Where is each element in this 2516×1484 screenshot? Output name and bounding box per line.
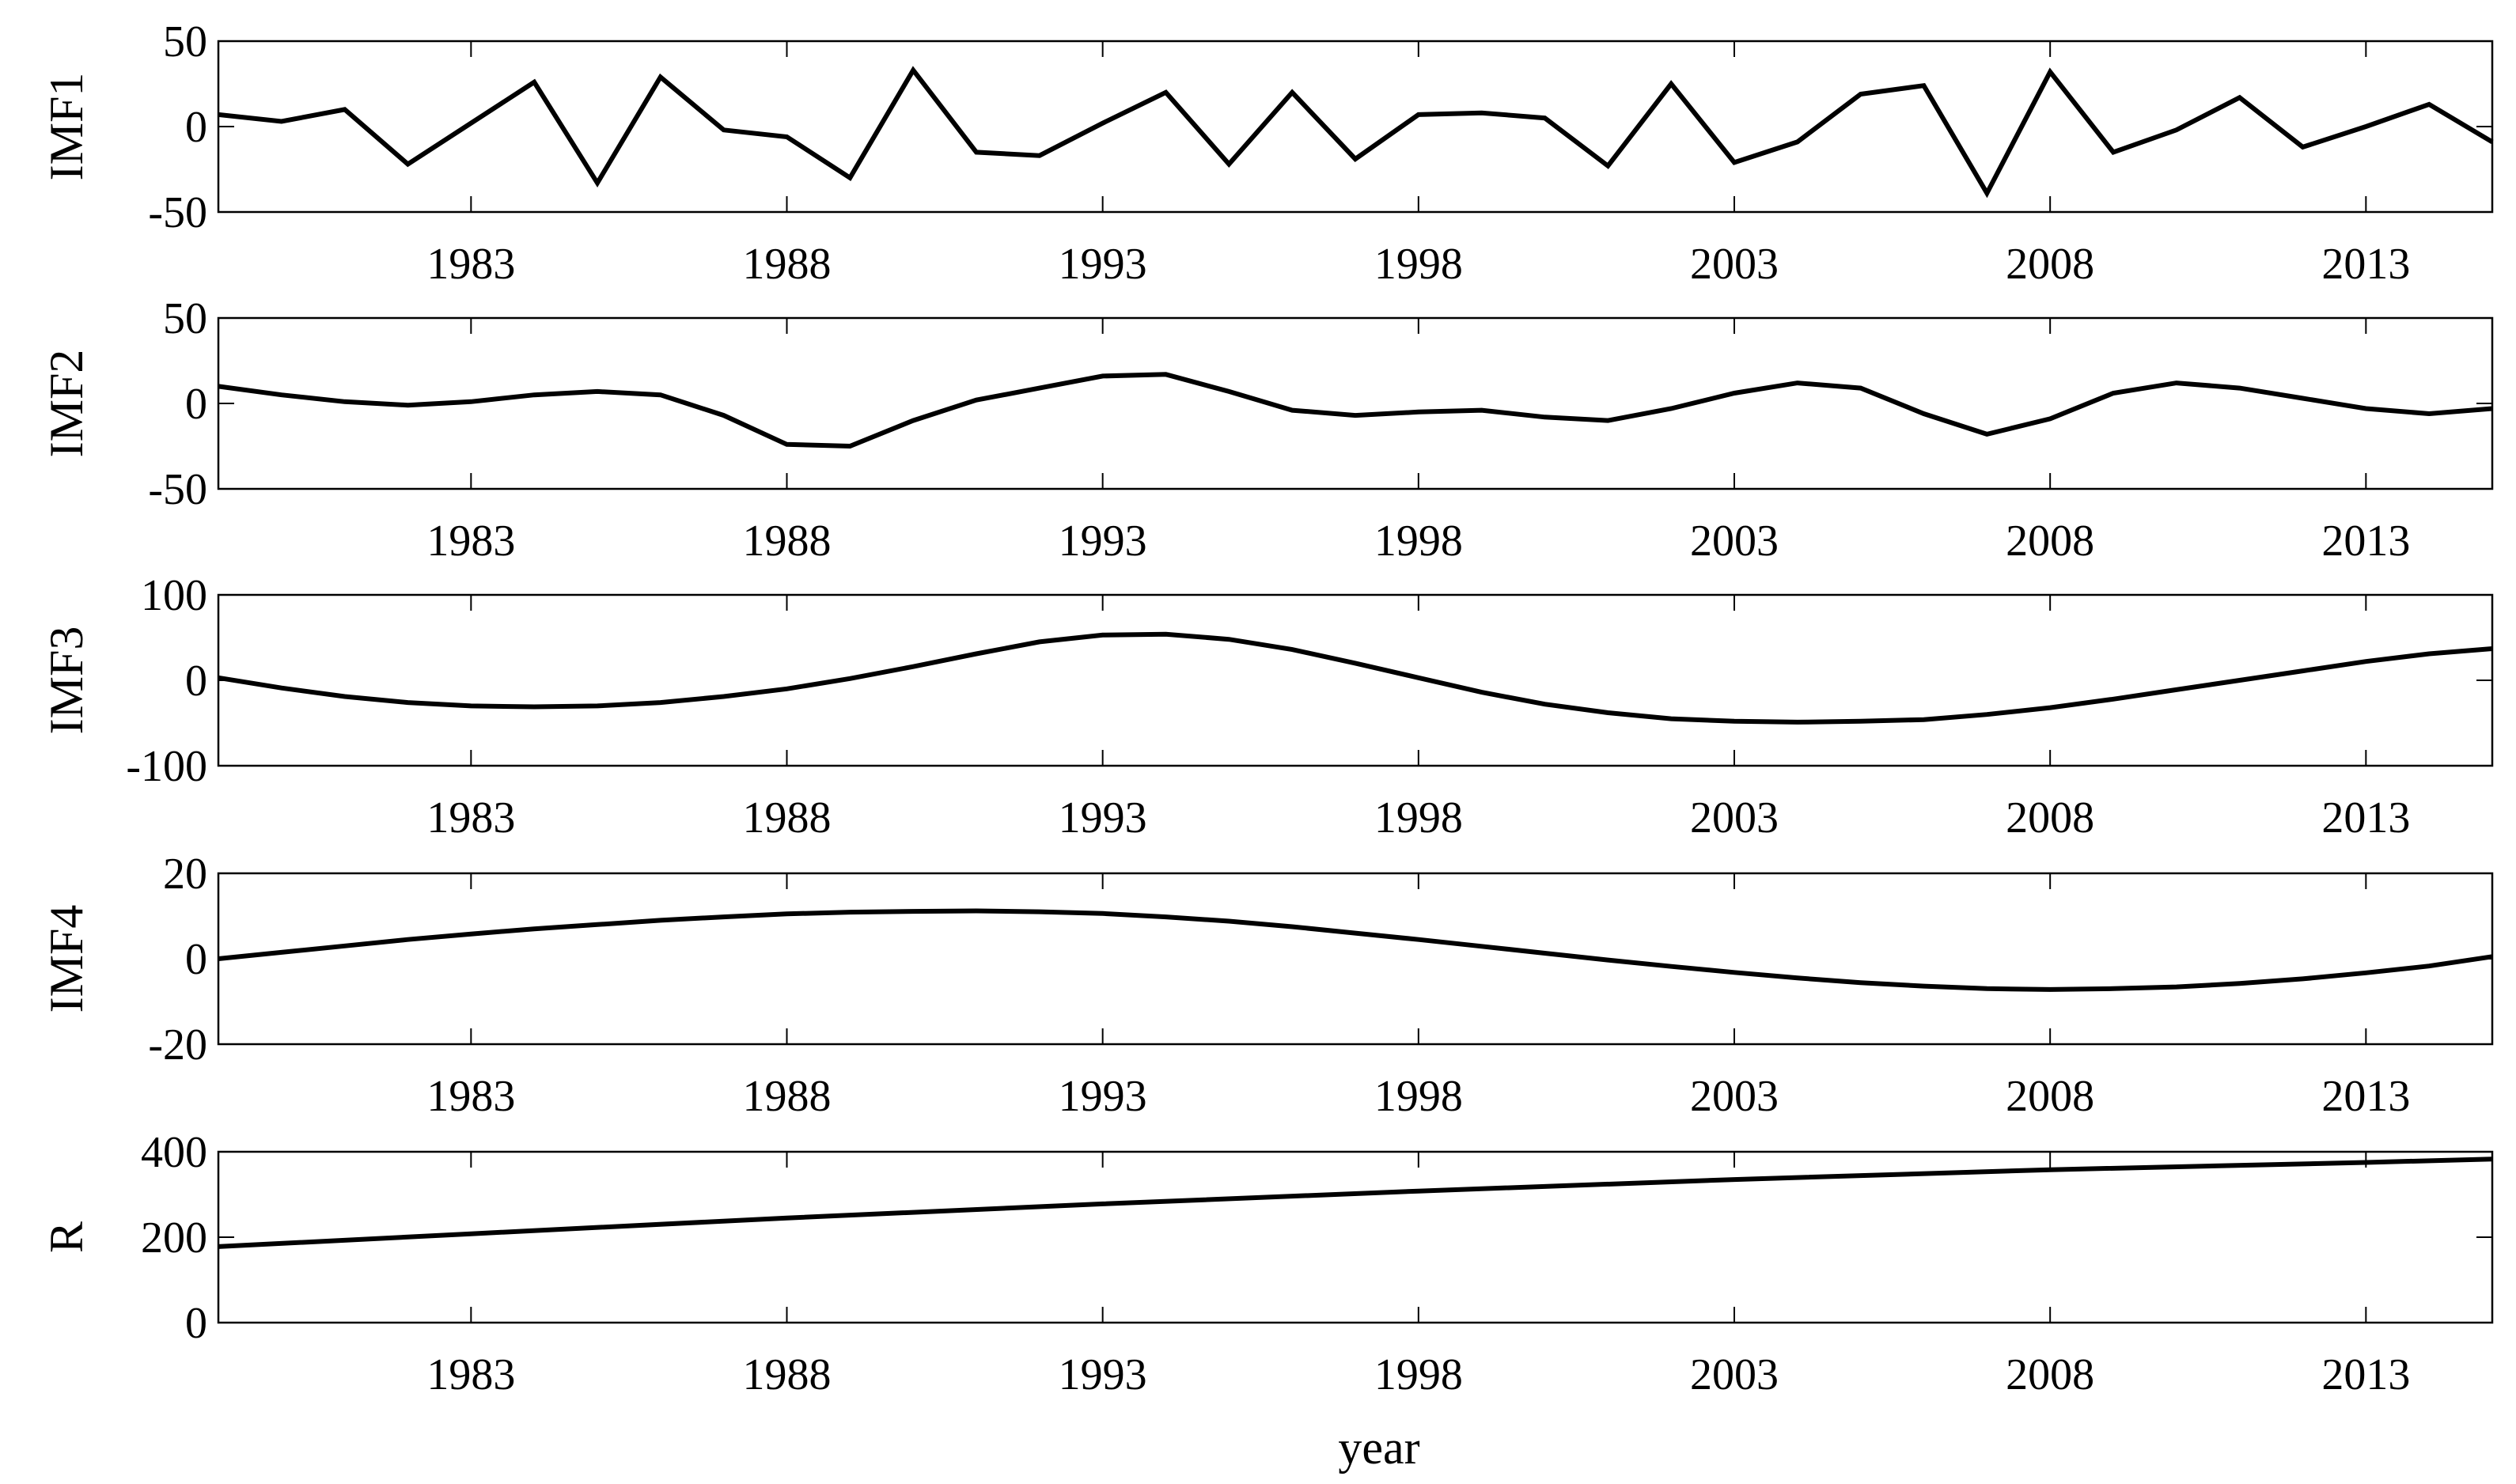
xtick-label: 1993 <box>1059 240 1147 289</box>
ytick-label: 400 <box>141 1128 207 1177</box>
series-line-2 <box>218 372 2493 449</box>
ytick-label: 0 <box>185 1299 207 1348</box>
xtick-label: 1983 <box>426 1350 515 1399</box>
xtick-label: 1998 <box>1374 1350 1463 1399</box>
xtick-label: 1988 <box>743 240 832 289</box>
ytick-label: 50 <box>163 294 207 343</box>
xtick-label: 2008 <box>2006 793 2094 842</box>
ytick-label: 0 <box>185 657 207 706</box>
y-axis-label-1: IMF1 <box>40 73 93 181</box>
xtick-label: 2003 <box>1690 1350 1779 1399</box>
xtick-label: 2008 <box>2006 1350 2094 1399</box>
xtick-label: 1988 <box>743 1350 832 1399</box>
panel-3-frame <box>217 593 2494 767</box>
y-axis-label-2: IMF2 <box>40 350 93 458</box>
xtick-label: 1983 <box>426 793 515 842</box>
xtick-label: 1998 <box>1374 793 1463 842</box>
ytick-label: 20 <box>163 850 207 899</box>
xtick-label: 1993 <box>1059 1350 1147 1399</box>
xtick-label: 2013 <box>2321 1072 2410 1121</box>
y-axis-label-4: IMF4 <box>40 905 93 1013</box>
ytick-label: -50 <box>148 465 207 514</box>
xtick-label: 2013 <box>2321 1350 2410 1399</box>
series-line-5 <box>218 1157 2493 1249</box>
ytick-label: -100 <box>126 742 207 791</box>
ytick-label: 0 <box>185 103 207 152</box>
xtick-label: 2003 <box>1690 240 1779 289</box>
xtick-label: 2008 <box>2006 517 2094 566</box>
ytick-label: 50 <box>163 17 207 66</box>
xtick-label: 1983 <box>426 517 515 566</box>
panel-2-frame <box>217 316 2494 490</box>
xtick-label: 1988 <box>743 793 832 842</box>
panel-4-frame <box>217 872 2494 1046</box>
ytick-label: -50 <box>148 188 207 237</box>
ytick-label: -20 <box>148 1020 207 1069</box>
xtick-label: 2013 <box>2321 793 2410 842</box>
ytick-label: 200 <box>141 1213 207 1263</box>
y-axis-label-3: IMF3 <box>40 627 93 735</box>
xtick-label: 1993 <box>1059 793 1147 842</box>
xtick-label: 1993 <box>1059 1072 1147 1121</box>
ytick-label: 0 <box>185 935 207 984</box>
xtick-label: 1998 <box>1374 240 1463 289</box>
xtick-label: 2003 <box>1690 793 1779 842</box>
xtick-label: 1983 <box>426 240 515 289</box>
series-line-3 <box>218 631 2493 725</box>
xtick-label: 2013 <box>2321 240 2410 289</box>
xtick-label: 1998 <box>1374 1072 1463 1121</box>
xtick-label: 1993 <box>1059 517 1147 566</box>
xtick-label: 1983 <box>426 1072 515 1121</box>
xtick-label: 2003 <box>1690 517 1779 566</box>
xtick-label: 2008 <box>2006 1072 2094 1121</box>
y-axis-label-5: R <box>40 1221 93 1253</box>
panel-5-frame <box>217 1150 2494 1324</box>
ytick-label: 100 <box>141 571 207 620</box>
xtick-label: 1998 <box>1374 517 1463 566</box>
series-line-1 <box>218 66 2494 199</box>
xtick-label: 2003 <box>1690 1072 1779 1121</box>
xtick-label: 1988 <box>743 517 832 566</box>
xtick-label: 2013 <box>2321 517 2410 566</box>
xtick-label: 1988 <box>743 1072 832 1121</box>
xtick-label: 2008 <box>2006 240 2094 289</box>
ytick-label: 0 <box>185 380 207 429</box>
x-axis-label: year <box>1338 1422 1419 1474</box>
series-line-4 <box>218 908 2493 992</box>
